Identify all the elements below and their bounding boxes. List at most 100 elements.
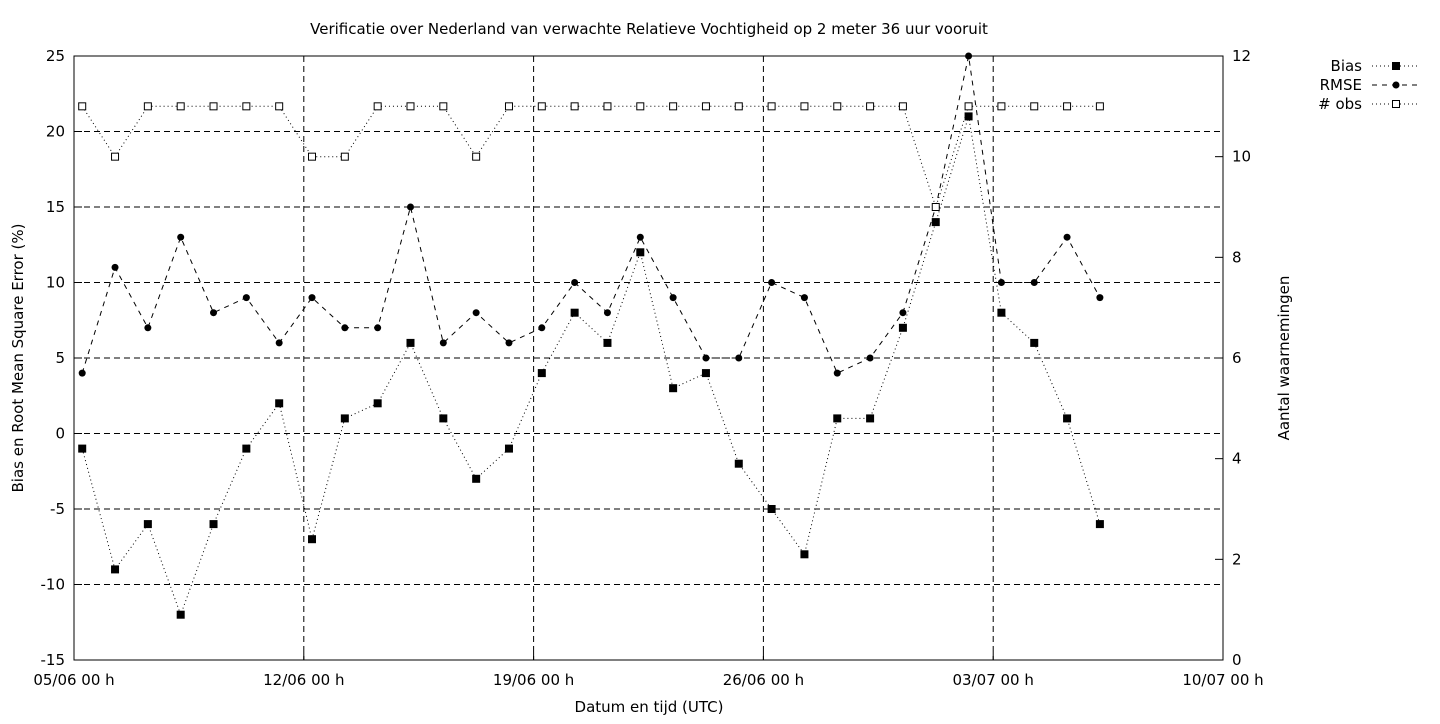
data-point-rmse (275, 339, 283, 347)
data-point-obs (242, 102, 251, 111)
data-point-rmse (768, 279, 776, 286)
data-point-obs (472, 152, 481, 161)
data-point-bias (734, 459, 743, 468)
data-point-rmse (603, 309, 611, 317)
legend-marker-obs (1392, 100, 1400, 108)
data-point-bias (537, 369, 546, 378)
data-point-rmse (1096, 294, 1104, 302)
data-point-bias (439, 414, 448, 423)
data-point-obs (570, 102, 579, 111)
data-point-obs (636, 102, 645, 111)
data-point-rmse (78, 369, 86, 377)
data-point-obs (734, 102, 743, 111)
data-point-bias (242, 444, 251, 453)
x-tick-label: 03/07 00 h (953, 671, 1034, 689)
y2-tick-label: 6 (1232, 349, 1242, 367)
data-point-bias (570, 308, 579, 317)
data-point-rmse (866, 354, 874, 362)
y-tick-label: -15 (41, 651, 66, 669)
data-point-bias (898, 323, 907, 332)
data-point-bias (636, 248, 645, 257)
y2-tick-label: 8 (1232, 248, 1242, 266)
legend-label-rmse: RMSE (1320, 76, 1362, 94)
data-point-rmse (406, 203, 414, 211)
data-point-bias (669, 384, 678, 393)
series-line-obs (81, 105, 1100, 209)
data-point-rmse (472, 309, 480, 317)
data-point-obs (1030, 102, 1039, 111)
data-point-bias (176, 610, 185, 619)
data-point-rmse (439, 339, 447, 347)
y-tick-label: 0 (55, 425, 65, 443)
data-point-bias (1063, 414, 1072, 423)
x-tick-label: 05/06 00 h (33, 671, 114, 689)
data-point-rmse (636, 233, 644, 241)
data-point-rmse (735, 354, 743, 362)
data-point-obs (898, 102, 907, 111)
data-point-obs (340, 152, 349, 161)
y2-axis-title: Aantal waarnemingen (1275, 276, 1293, 441)
legend-marker-rmse (1392, 81, 1400, 89)
data-point-obs (1095, 102, 1104, 111)
data-point-rmse (571, 279, 579, 286)
data-point-obs (997, 102, 1006, 111)
data-point-bias (209, 520, 218, 529)
data-point-rmse (669, 294, 677, 302)
data-point-rmse (505, 339, 513, 347)
data-point-rmse (800, 294, 808, 302)
data-point-obs (406, 102, 415, 111)
y-tick-label: 25 (46, 47, 65, 65)
data-point-obs (866, 102, 875, 111)
data-point-bias (111, 565, 120, 574)
y2-tick-label: 10 (1232, 148, 1251, 166)
y-tick-label: 5 (55, 349, 65, 367)
data-point-obs (1063, 102, 1072, 111)
data-point-bias (1030, 338, 1039, 347)
y2-tick-label: 0 (1232, 651, 1242, 669)
data-point-rmse (111, 263, 119, 271)
data-point-bias (275, 399, 284, 408)
data-point-bias (833, 414, 842, 423)
data-point-bias (472, 474, 481, 483)
data-point-rmse (833, 369, 841, 377)
data-point-bias (767, 505, 776, 513)
y2-tick-label: 4 (1232, 450, 1242, 468)
x-tick-label: 26/06 00 h (723, 671, 804, 689)
y-tick-label: 15 (46, 198, 65, 216)
data-point-bias (866, 414, 875, 423)
x-axis-title: Datum en tijd (UTC) (575, 698, 724, 716)
data-point-obs (275, 102, 284, 111)
data-point-bias (308, 535, 317, 544)
data-point-obs (504, 102, 513, 111)
data-point-obs (964, 102, 973, 111)
data-point-rmse (899, 309, 907, 317)
data-point-bias (143, 520, 152, 529)
y2-tick-label: 12 (1232, 47, 1251, 65)
data-point-obs (603, 102, 612, 111)
data-point-rmse (242, 294, 250, 302)
data-point-rmse (538, 324, 546, 332)
data-point-rmse (341, 324, 349, 332)
y2-tick-label: 2 (1232, 550, 1242, 568)
data-point-bias (997, 308, 1006, 317)
data-point-rmse (144, 324, 152, 332)
data-point-obs (209, 102, 218, 111)
y-tick-label: 10 (46, 274, 65, 292)
chart-title: Verificatie over Nederland van verwachte… (310, 20, 988, 38)
y-tick-label: -5 (50, 500, 65, 518)
series-bias (78, 112, 1104, 619)
y-axis-title: Bias en Root Mean Square Error (%) (9, 224, 27, 493)
data-point-obs (669, 102, 678, 111)
data-point-bias (406, 338, 415, 347)
data-point-rmse (210, 309, 218, 317)
x-tick-label: 19/06 00 h (493, 671, 574, 689)
data-point-obs (537, 102, 546, 111)
series-rmse (78, 52, 1104, 377)
data-point-rmse (308, 294, 316, 302)
series-line-rmse (81, 55, 1101, 374)
legend-marker-bias (1392, 62, 1400, 70)
data-point-obs (439, 102, 448, 111)
data-point-obs (833, 102, 842, 111)
data-point-obs (176, 102, 185, 111)
data-point-rmse (177, 233, 185, 241)
